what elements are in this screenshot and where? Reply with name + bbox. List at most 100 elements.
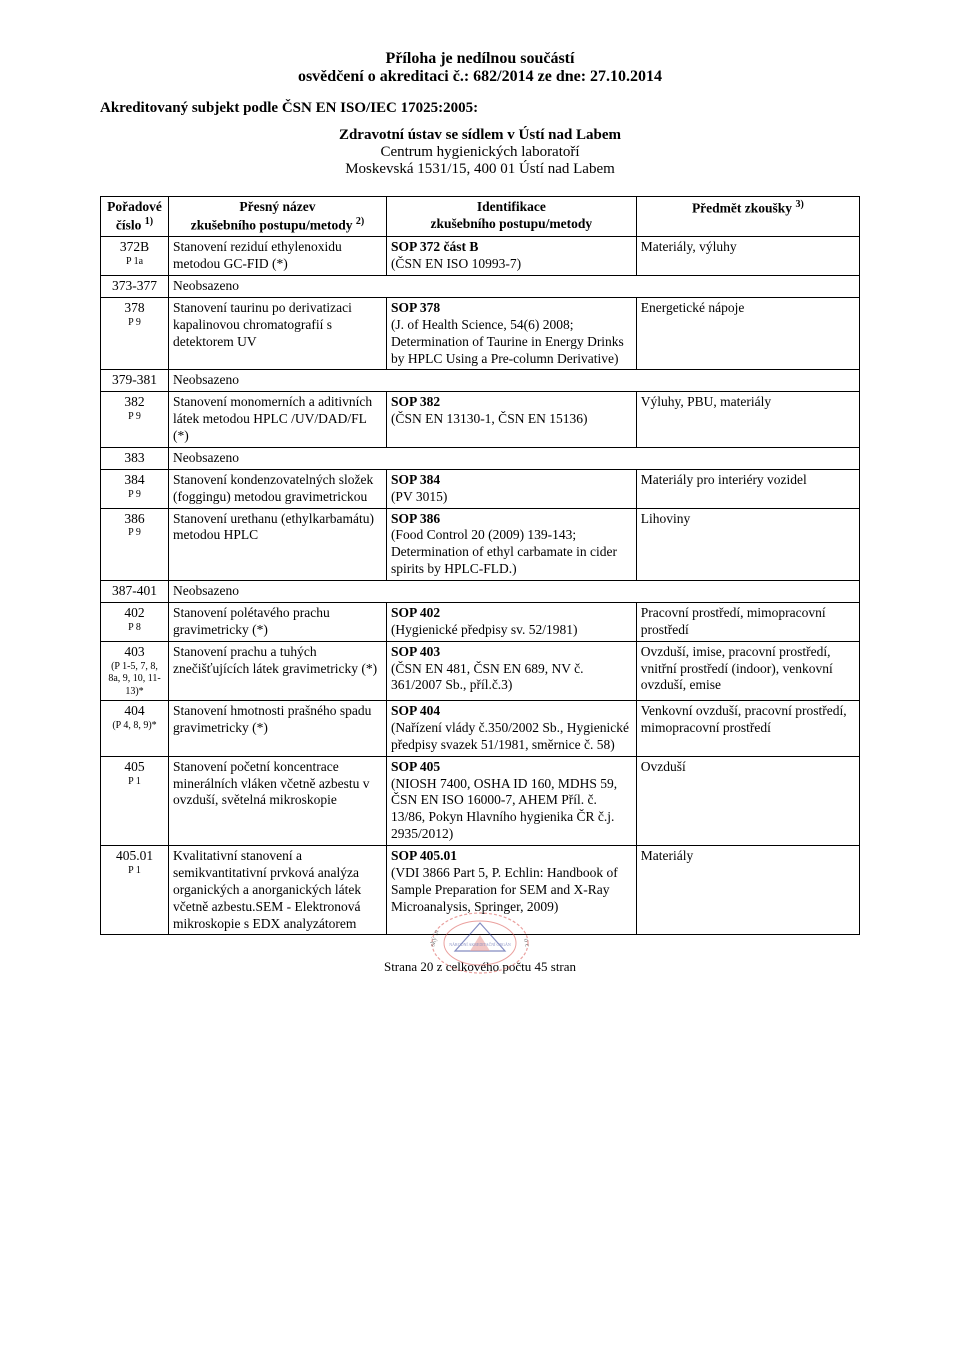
cell-identification: SOP 378(J. of Health Science, 54(6) 2008… (386, 297, 636, 370)
row-number-sub: P 1a (105, 256, 164, 269)
table-row: 378P 9Stanovení taurinu po derivatizaci … (101, 297, 860, 370)
ident-ref: (Hygienické předpisy sv. 52/1981) (391, 622, 632, 639)
table-row: 386P 9Stanovení urethanu (ethylkarbamátu… (101, 508, 860, 581)
table-body: 372BP 1a Stanovení reziduí ethylenoxidu m… (101, 237, 860, 935)
row-number: 379-381 (105, 372, 164, 389)
table-row: 402P 8Stanovení polétavého prachu gravim… (101, 602, 860, 641)
cell-number: 404(P 4, 8, 9)* (101, 701, 169, 757)
cell-number: 384P 9 (101, 469, 169, 508)
cell-name: Stanovení polétavého prachu gravimetrick… (169, 602, 387, 641)
col-header-number: Pořadové číslo 1) (101, 197, 169, 237)
cell-name: Stanovení taurinu po derivatizaci kapali… (169, 297, 387, 370)
page-footer: NÁRODNÍ AKREDITAČNÍ ORGÁN ský in o c Str… (100, 959, 860, 975)
ident-sop: SOP 384 (391, 472, 632, 489)
cell-subject: Venkovní ovzduší, pracovní prostředí, mi… (636, 701, 859, 757)
cell-name-span: Neobsazeno (169, 370, 860, 392)
col1-label-a: Pořadové (107, 199, 162, 214)
ident-sop: SOP 405.01 (391, 848, 632, 865)
ident-sop: SOP 403 (391, 644, 632, 661)
accreditation-table: Pořadové číslo 1) Přesný název zkušebníh… (100, 196, 860, 935)
cell-identification: SOP 404(Nařízení vlády č.350/2002 Sb., H… (386, 701, 636, 757)
ident-sop: SOP 372 část B (391, 239, 632, 256)
cell-subject: Výluhy, PBU, materiály (636, 392, 859, 448)
col3-label-a: Identifikace (477, 199, 546, 214)
cell-number: 378P 9 (101, 297, 169, 370)
row-number: 387-401 (105, 583, 164, 600)
header-line-5: Centrum hygienických laboratoří (100, 144, 860, 161)
col4-label-a: Předmět zkoušky (692, 201, 792, 216)
ident-ref: (ČSN EN ISO 10993-7) (391, 256, 632, 273)
row-number: 372B (105, 239, 164, 256)
row-number: 386 (105, 511, 164, 528)
cell-number: 405P 1 (101, 756, 169, 845)
cell-identification: SOP 384(PV 3015) (386, 469, 636, 508)
cell-identification: SOP 382(ČSN EN 13130-1, ČSN EN 15136) (386, 392, 636, 448)
row-number-sub: P 1 (105, 865, 164, 878)
header-line-3: Akreditovaný subjekt podle ČSN EN ISO/IE… (100, 100, 860, 117)
cell-subject: Ovzduší, imise, pracovní prostředí, vnit… (636, 641, 859, 700)
row-number: 382 (105, 394, 164, 411)
ident-sop: SOP 402 (391, 605, 632, 622)
table-row: 373-377 Neobsazeno (101, 276, 860, 298)
cell-name-span: Neobsazeno (169, 447, 860, 469)
table-row: 387-401 Neobsazeno (101, 581, 860, 603)
cell-subject: Materiály pro interiéry vozidel (636, 469, 859, 508)
ident-ref: (NIOSH 7400, OSHA ID 160, MDHS 59, ČSN E… (391, 776, 632, 844)
ident-sop: SOP 378 (391, 300, 632, 317)
col4-sup: 3) (795, 199, 803, 210)
svg-text:NÁRODNÍ AKREDITAČNÍ ORGÁN: NÁRODNÍ AKREDITAČNÍ ORGÁN (449, 942, 511, 947)
document-header: Příloha je nedílnou součástí osvědčení o… (100, 50, 860, 178)
cell-name: Kvalitativní stanovení a semikvantitativ… (169, 846, 387, 935)
row-number: 373-377 (105, 278, 164, 295)
cell-identification: SOP 405(NIOSH 7400, OSHA ID 160, MDHS 59… (386, 756, 636, 845)
cell-number: 373-377 (101, 276, 169, 298)
cell-subject: Materiály (636, 846, 859, 935)
cell-name: Stanovení kondenzovatelných složek (fogg… (169, 469, 387, 508)
table-row: 383 Neobsazeno (101, 447, 860, 469)
ident-ref: (ČSN EN 481, ČSN EN 689, NV č. 361/2007 … (391, 661, 632, 695)
table-row: 384P 9Stanovení kondenzovatelných složek… (101, 469, 860, 508)
table-row: 405.01P 1Kvalitativní stanovení a semikv… (101, 846, 860, 935)
table-row: 404(P 4, 8, 9)*Stanovení hmotnosti prašn… (101, 701, 860, 757)
table-row: 382P 9Stanovení monomerních a aditivních… (101, 392, 860, 448)
cell-identification: SOP 372 část B(ČSN EN ISO 10993-7) (386, 237, 636, 276)
cell-name-span: Neobsazeno (169, 276, 860, 298)
cell-identification: SOP 386(Food Control 20 (2009) 139-143; … (386, 508, 636, 581)
ident-ref: (VDI 3866 Part 5, P. Echlin: Handbook of… (391, 865, 632, 916)
ident-ref: (PV 3015) (391, 489, 632, 506)
row-number: 404 (105, 703, 164, 720)
footer-text: Strana 20 z celkového počtu 45 stran (384, 959, 576, 974)
col2-sup: 2) (356, 216, 364, 227)
cell-name: Stanovení urethanu (ethylkarbamátu) meto… (169, 508, 387, 581)
col-header-ident: Identifikace zkušebního postupu/metody (386, 197, 636, 237)
ident-sop: SOP 404 (391, 703, 632, 720)
ident-ref: (Food Control 20 (2009) 139-143; Determi… (391, 527, 632, 578)
header-line-6: Moskevská 1531/15, 400 01 Ústí nad Labem (100, 161, 860, 178)
row-number-sub: (P 4, 8, 9)* (105, 720, 164, 733)
cell-name: Stanovení prachu a tuhých znečišťujících… (169, 641, 387, 700)
ident-sop: SOP 386 (391, 511, 632, 528)
row-number: 383 (105, 450, 164, 467)
row-number-sub: P 9 (105, 489, 164, 502)
cell-number: 379-381 (101, 370, 169, 392)
cell-number: 383 (101, 447, 169, 469)
cell-name-span: Neobsazeno (169, 581, 860, 603)
cell-name: Stanovení početní koncentrace minerálníc… (169, 756, 387, 845)
header-line-4: Zdravotní ústav se sídlem v Ústí nad Lab… (100, 127, 860, 144)
row-number-sub: P 9 (105, 317, 164, 330)
col1-sup: 1) (145, 216, 153, 227)
col2-label-b: zkušebního postupu/metody (191, 217, 353, 232)
row-number: 384 (105, 472, 164, 489)
cell-identification: SOP 402(Hygienické předpisy sv. 52/1981) (386, 602, 636, 641)
col3-label-b: zkušebního postupu/metody (430, 216, 592, 231)
row-number: 378 (105, 300, 164, 317)
col2-label-a: Přesný název (239, 199, 315, 214)
table-row: 405P 1Stanovení početní koncentrace mine… (101, 756, 860, 845)
table-row: 372BP 1a Stanovení reziduí ethylenoxidu m… (101, 237, 860, 276)
table-header-row: Pořadové číslo 1) Přesný název zkušebníh… (101, 197, 860, 237)
cell-name: Stanovení reziduí ethylenoxidu metodou G… (169, 237, 387, 276)
row-number-sub: P 8 (105, 622, 164, 635)
cell-number: 382P 9 (101, 392, 169, 448)
cell-name: Stanovení monomerních a aditivních látek… (169, 392, 387, 448)
cell-number: 387-401 (101, 581, 169, 603)
